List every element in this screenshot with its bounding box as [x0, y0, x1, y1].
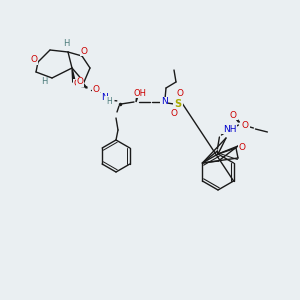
Text: O: O	[230, 110, 237, 119]
Polygon shape	[136, 93, 139, 102]
Text: H: H	[106, 97, 112, 106]
Text: S: S	[174, 99, 182, 109]
Text: N: N	[100, 94, 107, 103]
Text: N: N	[160, 98, 167, 106]
Text: H: H	[41, 77, 47, 86]
Text: O: O	[238, 142, 245, 152]
Text: O: O	[92, 85, 100, 94]
Text: OH: OH	[134, 88, 146, 98]
Text: NH: NH	[223, 124, 236, 134]
Polygon shape	[72, 68, 75, 82]
Text: O: O	[76, 77, 83, 86]
Text: O: O	[176, 89, 184, 98]
Text: O: O	[31, 56, 38, 64]
Text: O: O	[242, 122, 249, 130]
Text: O: O	[80, 46, 88, 56]
Text: H: H	[63, 40, 69, 49]
Text: O: O	[74, 80, 80, 88]
Text: O: O	[170, 109, 178, 118]
